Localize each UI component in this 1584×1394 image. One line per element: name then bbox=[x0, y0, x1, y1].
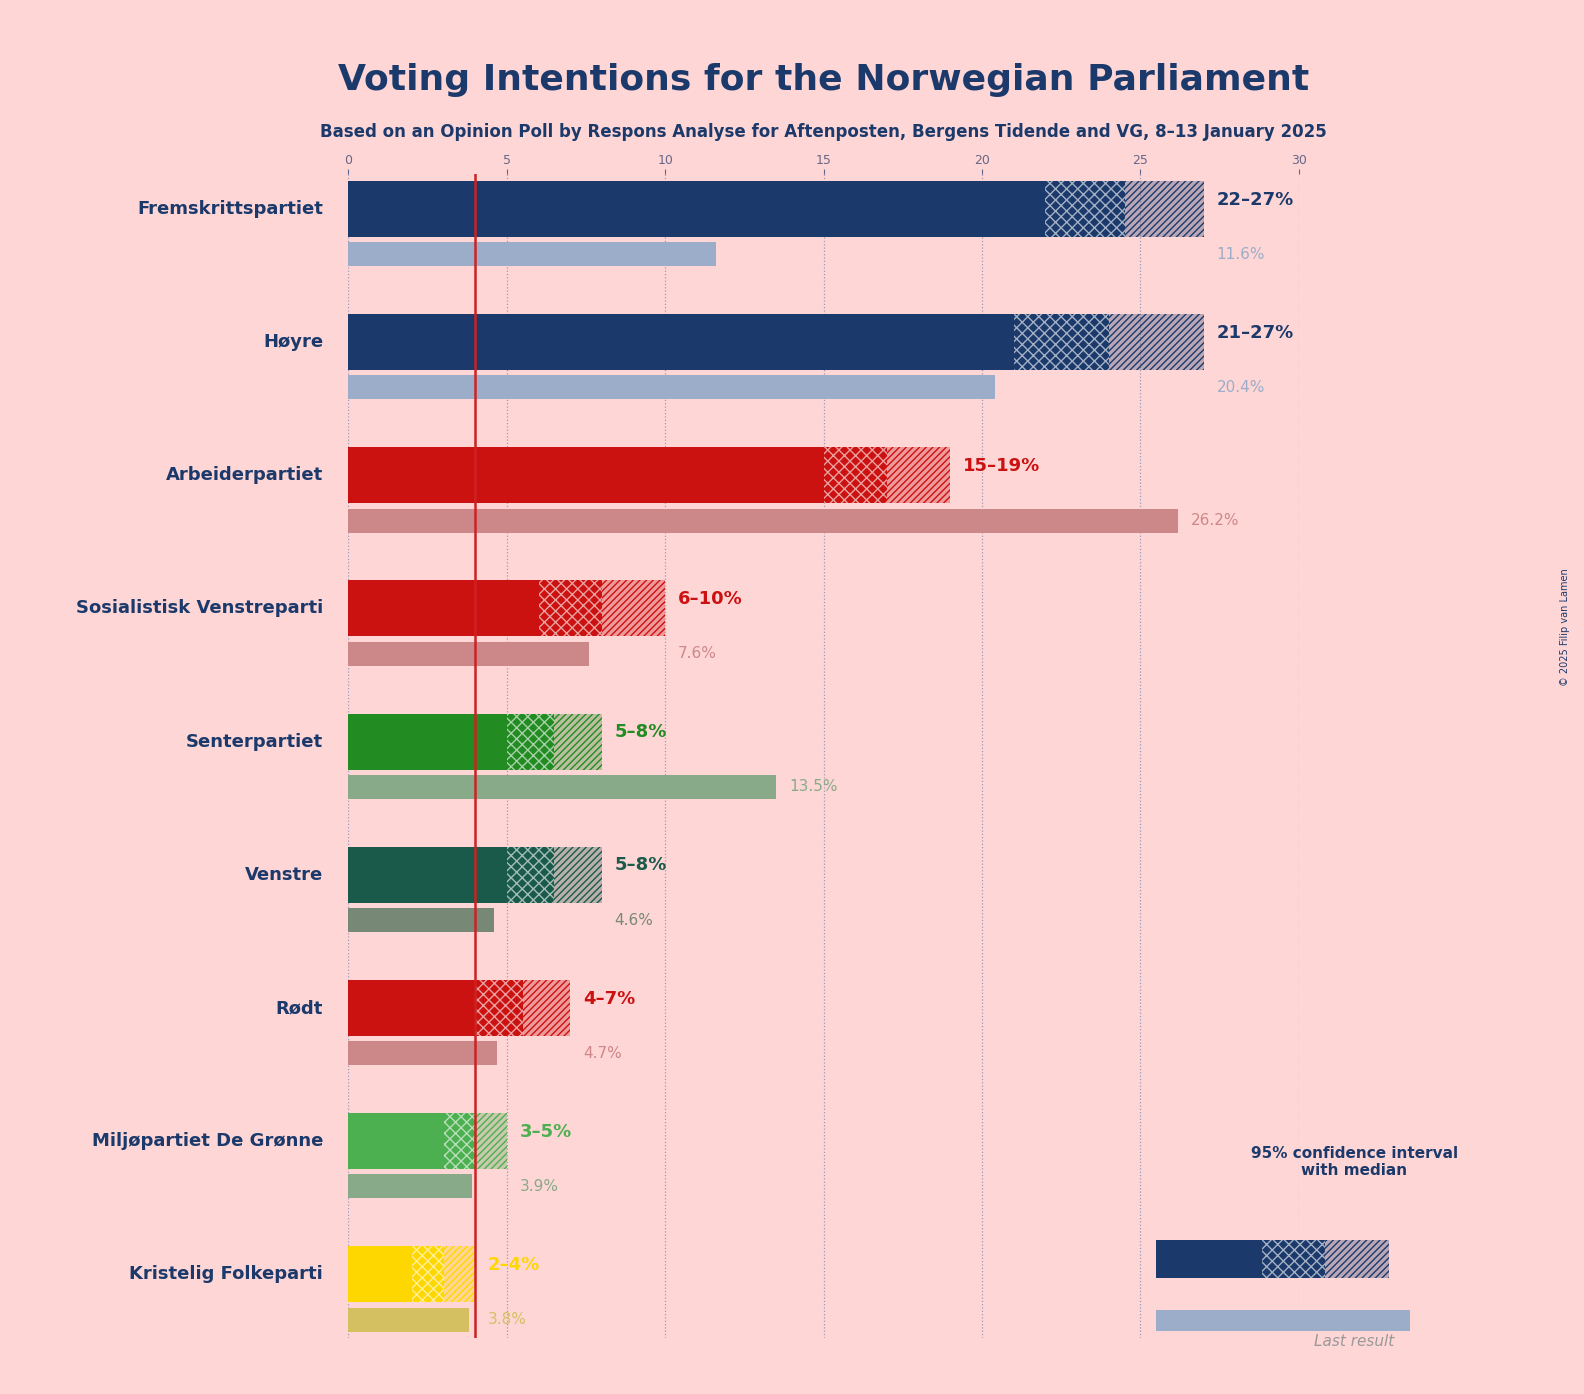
Text: Miljøpartiet De Grønne: Miljøpartiet De Grønne bbox=[92, 1132, 323, 1150]
Bar bbox=[1045, 181, 1125, 237]
Bar bbox=[348, 243, 716, 266]
Text: 2–4%: 2–4% bbox=[488, 1256, 540, 1274]
Bar bbox=[507, 714, 554, 769]
Bar bbox=[1262, 1241, 1326, 1278]
Bar bbox=[554, 714, 602, 769]
Text: Høyre: Høyre bbox=[263, 333, 323, 351]
Bar bbox=[507, 846, 554, 903]
Text: Senterpartiet: Senterpartiet bbox=[185, 733, 323, 750]
Bar bbox=[348, 1308, 469, 1331]
Text: 11.6%: 11.6% bbox=[1217, 247, 1266, 262]
Bar bbox=[523, 980, 570, 1036]
Text: Kristelig Folkeparti: Kristelig Folkeparti bbox=[130, 1266, 323, 1284]
Bar bbox=[348, 314, 1014, 369]
Text: 4–7%: 4–7% bbox=[583, 990, 635, 1008]
Bar bbox=[602, 580, 665, 637]
Text: 20.4%: 20.4% bbox=[1217, 379, 1266, 395]
Bar bbox=[1156, 1310, 1410, 1331]
Bar bbox=[348, 846, 507, 903]
Text: 3.9%: 3.9% bbox=[520, 1179, 559, 1193]
Bar bbox=[444, 1114, 475, 1170]
Text: Rødt: Rødt bbox=[276, 999, 323, 1018]
Text: 21–27%: 21–27% bbox=[1217, 323, 1294, 342]
Bar bbox=[348, 375, 995, 399]
Bar bbox=[444, 1114, 475, 1170]
Text: Sosialistisk Venstreparti: Sosialistisk Venstreparti bbox=[76, 599, 323, 618]
Text: Fremskrittspartiet: Fremskrittspartiet bbox=[138, 199, 323, 217]
Text: Venstre: Venstre bbox=[246, 866, 323, 884]
Bar bbox=[887, 447, 950, 503]
Bar bbox=[507, 846, 554, 903]
Bar bbox=[523, 980, 570, 1036]
Bar bbox=[1125, 181, 1204, 237]
Bar bbox=[348, 1041, 497, 1065]
Text: 6–10%: 6–10% bbox=[678, 590, 743, 608]
Bar bbox=[348, 447, 824, 503]
Bar bbox=[1125, 181, 1204, 237]
Text: 15–19%: 15–19% bbox=[963, 457, 1041, 475]
Text: 4.6%: 4.6% bbox=[615, 913, 654, 927]
Text: 7.6%: 7.6% bbox=[678, 647, 718, 661]
Text: Arbeiderpartiet: Arbeiderpartiet bbox=[166, 466, 323, 484]
Bar bbox=[1045, 181, 1125, 237]
Bar bbox=[824, 447, 887, 503]
Text: 3.8%: 3.8% bbox=[488, 1312, 527, 1327]
Bar bbox=[444, 1246, 475, 1302]
Text: 4.7%: 4.7% bbox=[583, 1046, 621, 1061]
Text: 22–27%: 22–27% bbox=[1217, 191, 1294, 209]
Bar bbox=[824, 447, 887, 503]
Text: 13.5%: 13.5% bbox=[789, 779, 838, 795]
Bar bbox=[1262, 1241, 1326, 1278]
Bar bbox=[348, 980, 475, 1036]
Text: © 2025 Filip van Lamen: © 2025 Filip van Lamen bbox=[1560, 569, 1570, 686]
Bar bbox=[348, 641, 589, 666]
Text: Last result: Last result bbox=[1315, 1334, 1394, 1348]
Text: 95% confidence interval
with median: 95% confidence interval with median bbox=[1251, 1146, 1457, 1178]
Bar bbox=[475, 980, 523, 1036]
Text: 26.2%: 26.2% bbox=[1191, 513, 1240, 528]
Bar bbox=[1109, 314, 1204, 369]
Bar bbox=[1326, 1241, 1389, 1278]
Bar bbox=[539, 580, 602, 637]
Bar bbox=[412, 1246, 444, 1302]
Bar bbox=[348, 1174, 472, 1199]
Text: Based on an Opinion Poll by Respons Analyse for Aftenposten, Bergens Tidende and: Based on an Opinion Poll by Respons Anal… bbox=[320, 123, 1327, 141]
Bar bbox=[554, 714, 602, 769]
Bar bbox=[887, 447, 950, 503]
Bar bbox=[348, 714, 507, 769]
Bar bbox=[475, 1114, 507, 1170]
Text: 5–8%: 5–8% bbox=[615, 723, 667, 742]
Bar bbox=[475, 1114, 507, 1170]
Bar bbox=[602, 580, 665, 637]
Text: 3–5%: 3–5% bbox=[520, 1122, 572, 1140]
Bar bbox=[475, 980, 523, 1036]
Text: 5–8%: 5–8% bbox=[615, 856, 667, 874]
Bar bbox=[348, 1246, 412, 1302]
Bar bbox=[348, 775, 776, 799]
Bar bbox=[1156, 1241, 1262, 1278]
Bar bbox=[554, 846, 602, 903]
Text: Voting Intentions for the Norwegian Parliament: Voting Intentions for the Norwegian Parl… bbox=[337, 63, 1310, 96]
Bar bbox=[348, 907, 494, 933]
Bar bbox=[554, 846, 602, 903]
Bar bbox=[348, 1114, 444, 1170]
Bar bbox=[539, 580, 602, 637]
Bar bbox=[412, 1246, 444, 1302]
Bar bbox=[348, 509, 1178, 533]
Bar bbox=[1014, 314, 1109, 369]
Bar bbox=[348, 181, 1045, 237]
Bar bbox=[1109, 314, 1204, 369]
Bar bbox=[444, 1246, 475, 1302]
Bar bbox=[507, 714, 554, 769]
Bar bbox=[1326, 1241, 1389, 1278]
Bar bbox=[348, 580, 539, 637]
Bar bbox=[1014, 314, 1109, 369]
